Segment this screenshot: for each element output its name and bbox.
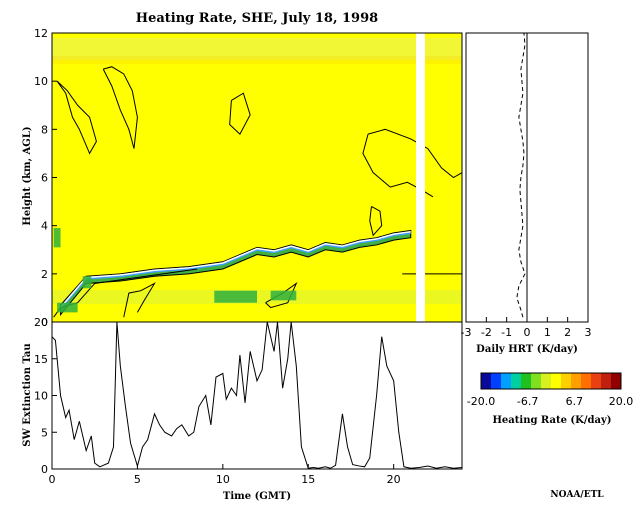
profile-xtick-label-2: -1 <box>501 326 512 339</box>
cool-patch-2 <box>270 290 297 301</box>
cool-patch-3 <box>53 228 61 248</box>
colorbar-cell-13 <box>611 373 622 389</box>
tau-panel: 0 5 10 15 20 0 5 10 15 20 Time (GMT) SW Extincti… <box>22 316 463 502</box>
heatmap-panel: 0 2 4 6 8 10 12 Height (km, AGL) <box>22 27 463 329</box>
colorbar-cell-5 <box>531 373 542 389</box>
main-y-label: Height (km, AGL) <box>22 126 33 225</box>
colorbar-tick-label-1: -6.7 <box>517 395 538 408</box>
colorbar-cell-0 <box>481 373 492 389</box>
profile-xtick-label-0: -3 <box>461 326 472 339</box>
main-ytick-label-4: 8 <box>41 123 48 136</box>
colorbar-label: Heating Rate (K/day) <box>492 415 611 426</box>
chart-title: Heating Rate, SHE, July 18, 1998 <box>136 11 378 26</box>
contour-3 <box>367 128 463 179</box>
profile-xtick-label-4: 1 <box>544 326 551 339</box>
colorbar-cell-2 <box>501 373 512 389</box>
cloud-layer-core <box>59 231 411 310</box>
colorbar-tick-label-0: -20.0 <box>467 395 495 408</box>
tau-x-ticks: 0 5 10 15 20 <box>49 464 401 486</box>
colorbar-cell-12 <box>601 373 612 389</box>
contour-2 <box>229 92 251 135</box>
colorbar-tick-label-3: 20.0 <box>609 395 634 408</box>
colorbar-frame <box>480 372 622 390</box>
tau-xtick-label-3: 15 <box>301 473 315 486</box>
tau-xtick-label-4: 20 <box>387 473 401 486</box>
tau-ytick-label-3: 15 <box>34 353 48 366</box>
main-ytick-label-3: 6 <box>41 172 48 185</box>
profile-series <box>516 32 526 318</box>
tau-xtick-label-0: 0 <box>49 473 56 486</box>
cool-patch-4 <box>82 276 92 289</box>
profile-panel: -3 -2 -1 0 1 2 3 Daily HRT (K/day) <box>461 32 592 355</box>
profile-x-ticks: -3 -2 -1 0 1 2 3 <box>461 317 592 339</box>
cool-patch-0 <box>57 302 78 313</box>
colorbar-cell-8 <box>561 373 572 389</box>
colorbar-ticks: -20.0 -6.7 6.7 20.0 <box>467 395 633 408</box>
tau-line <box>51 321 463 469</box>
no-data-column <box>416 33 425 322</box>
profile-line <box>516 32 526 318</box>
tau-xtick-label-1: 5 <box>134 473 141 486</box>
tau-ytick-label-1: 5 <box>41 426 48 439</box>
tau-ytick-label-2: 10 <box>34 390 48 403</box>
tau-series <box>51 321 463 469</box>
tau-y-label: SW Extinction Tau <box>22 343 33 446</box>
profile-xtick-label-5: 2 <box>564 326 571 339</box>
colorbar-cells <box>481 373 622 389</box>
warm-band <box>52 38 462 60</box>
colorbar-cell-9 <box>571 373 582 389</box>
cool-patch-1 <box>214 290 257 303</box>
contour-0 <box>56 80 97 155</box>
colorbar-cell-10 <box>581 373 592 389</box>
tau-ytick-label-0: 0 <box>41 463 48 476</box>
tau-y-ticks: 0 5 10 15 20 <box>34 316 57 476</box>
contour-8 <box>123 282 156 318</box>
colorbar-cell-1 <box>491 373 502 389</box>
cloud-layer <box>59 229 412 317</box>
colorbar-cell-11 <box>591 373 602 389</box>
profile-xtick-label-6: 3 <box>585 326 592 339</box>
main-ytick-label-2: 4 <box>41 220 48 233</box>
tau-x-label: Time (GMT) <box>223 491 291 502</box>
footer-credit: NOAA/ETL <box>550 490 604 500</box>
warm-band-2 <box>52 56 462 64</box>
contour-5 <box>369 205 383 237</box>
profile-x-label: Daily HRT (K/day) <box>476 344 578 355</box>
main-ytick-label-5: 10 <box>34 75 48 88</box>
contour-lines <box>53 66 463 318</box>
cloud-layer-highlight <box>59 230 411 309</box>
colorbar: -20.0 -6.7 6.7 20.0 Heating Rate (K/day) <box>467 372 633 426</box>
profile-xtick-label-1: -2 <box>481 326 492 339</box>
colorbar-cell-4 <box>521 373 532 389</box>
colorbar-cell-3 <box>511 373 522 389</box>
contour-1 <box>102 66 138 149</box>
main-ytick-label-0: 0 <box>41 316 48 329</box>
main-y-ticks: 0 2 4 6 8 10 12 <box>34 27 57 329</box>
colorbar-tick-label-2: 6.7 <box>566 395 584 408</box>
colorbar-cell-6 <box>541 373 552 389</box>
main-ytick-label-6: 12 <box>34 27 48 40</box>
tau-xtick-label-2: 10 <box>216 473 230 486</box>
profile-xtick-label-3: 0 <box>524 326 531 339</box>
main-ytick-label-1: 2 <box>41 268 48 281</box>
tau-ytick-label-4: 20 <box>34 316 48 329</box>
colorbar-cell-7 <box>551 373 562 389</box>
